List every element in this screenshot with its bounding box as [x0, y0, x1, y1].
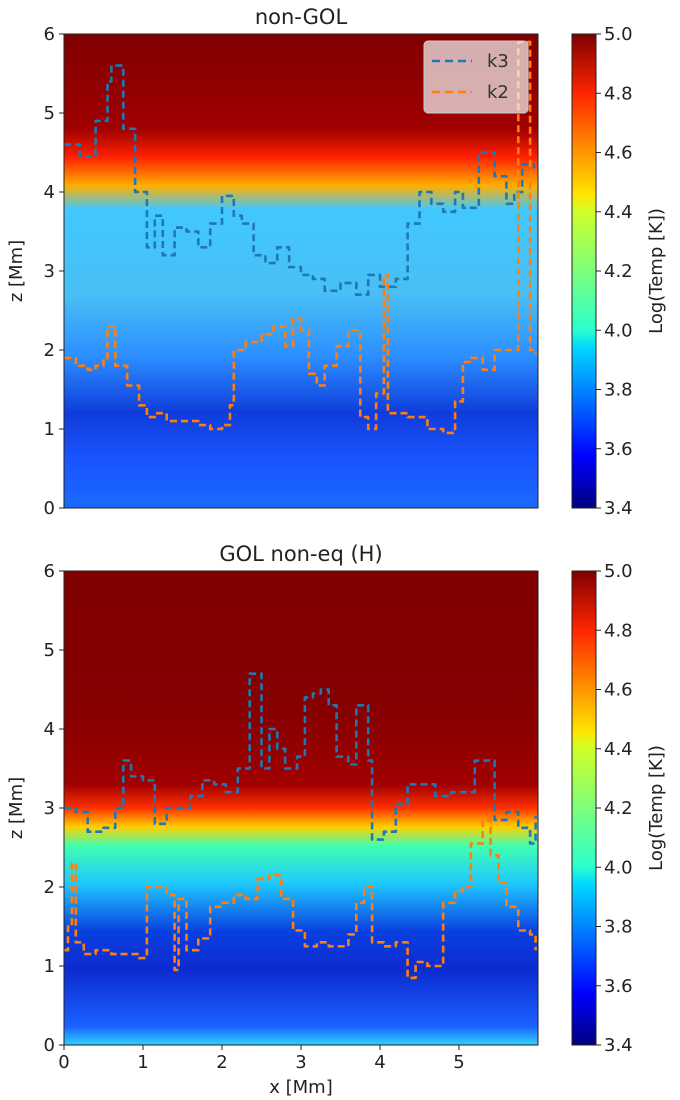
y-tick-label: 5	[44, 103, 55, 124]
series-line-k3	[64, 64, 536, 297]
y-tick-label: 6	[44, 561, 55, 582]
series-line-k2	[64, 40, 537, 435]
colorbar: 3.4 3.6 3.8 4.0 4.2 4.4 4.6 4.8 5.0 Log(Temp [K]…	[571, 24, 667, 519]
colorbar-tick-label: 4.8	[604, 620, 633, 641]
x-tick-label: 3	[295, 1052, 306, 1073]
heatmap-image	[64, 571, 538, 1045]
colorbar-tick-label: 4.2	[604, 261, 633, 282]
panel-title: non-GOL	[255, 5, 348, 29]
colorbar-tick-label: 3.8	[604, 380, 633, 401]
panel-non-gol: non-GOL 0 1 2 3 4 5 6 z [Mm] k3 k2 3.4 3.6 3.8 4.…	[6, 5, 667, 519]
colorbar-tick-label: 4.0	[604, 857, 633, 878]
legend-label-k2: k2	[487, 82, 509, 103]
colorbar-tick-label: 4.2	[604, 798, 633, 819]
y-tick-label: 1	[44, 419, 55, 440]
y-tick-label: 0	[44, 498, 55, 519]
colorbar-tick-label: 3.6	[604, 976, 633, 997]
colorbar-tick-label: 3.8	[604, 917, 633, 938]
colorbar-tick-label: 4.6	[604, 143, 633, 164]
panel-title: GOL non-eq (H)	[219, 542, 382, 566]
y-axis-label: z [Mm]	[6, 240, 27, 302]
colorbar-tick-label: 4.4	[604, 739, 633, 760]
series-line-k3	[64, 672, 537, 845]
x-tick-label: 1	[137, 1052, 148, 1073]
colorbar-tick-label: 3.4	[604, 498, 633, 519]
y-tick-label: 2	[44, 877, 55, 898]
colorbar: 3.4 3.6 3.8 4.0 4.2 4.4 4.6 4.8 5.0 Log(Temp [K]…	[571, 561, 667, 1056]
legend: k3 k2	[423, 40, 529, 114]
colorbar-gradient	[571, 570, 597, 1046]
colorbar-tick-label: 3.6	[604, 439, 633, 460]
colorbar-tick-label: 3.4	[604, 1035, 633, 1056]
y-tick-label: 4	[44, 182, 55, 203]
y-tick-label: 3	[44, 798, 55, 819]
x-tick-label: 2	[216, 1052, 227, 1073]
y-tick-label: 1	[44, 956, 55, 977]
x-tick-label: 4	[374, 1052, 385, 1073]
y-tick-label: 0	[44, 1035, 55, 1056]
x-tick-label: 0	[58, 1052, 69, 1073]
y-tick-label: 4	[44, 719, 55, 740]
colorbar-tick-label: 4.8	[604, 83, 633, 104]
y-tick-label: 6	[44, 24, 55, 45]
y-tick-label: 5	[44, 640, 55, 661]
y-tick-label: 2	[44, 340, 55, 361]
series-line-k2	[64, 818, 537, 980]
colorbar-tick-label: 4.6	[604, 680, 633, 701]
colorbar-label: Log(Temp [K])	[646, 208, 667, 334]
y-tick-label: 3	[44, 261, 55, 282]
colorbar-tick-label: 4.0	[604, 320, 633, 341]
legend-label-k3: k3	[487, 51, 509, 72]
colorbar-label: Log(Temp [K])	[646, 745, 667, 871]
colorbar-tick-label: 5.0	[604, 24, 633, 45]
x-axis-label: x [Mm]	[269, 1077, 332, 1098]
colorbar-gradient	[571, 33, 597, 509]
panel-gol-non-eq: GOL non-eq (H) 0 1 2 3 4 5 6 0 1 2 3 4 5 z [Mm] x [M…	[6, 542, 667, 1098]
x-tick-label: 5	[453, 1052, 464, 1073]
colorbar-tick-label: 5.0	[604, 561, 633, 582]
legend-box	[423, 40, 529, 114]
y-axis-label: z [Mm]	[6, 777, 27, 839]
colorbar-tick-label: 4.4	[604, 202, 633, 223]
